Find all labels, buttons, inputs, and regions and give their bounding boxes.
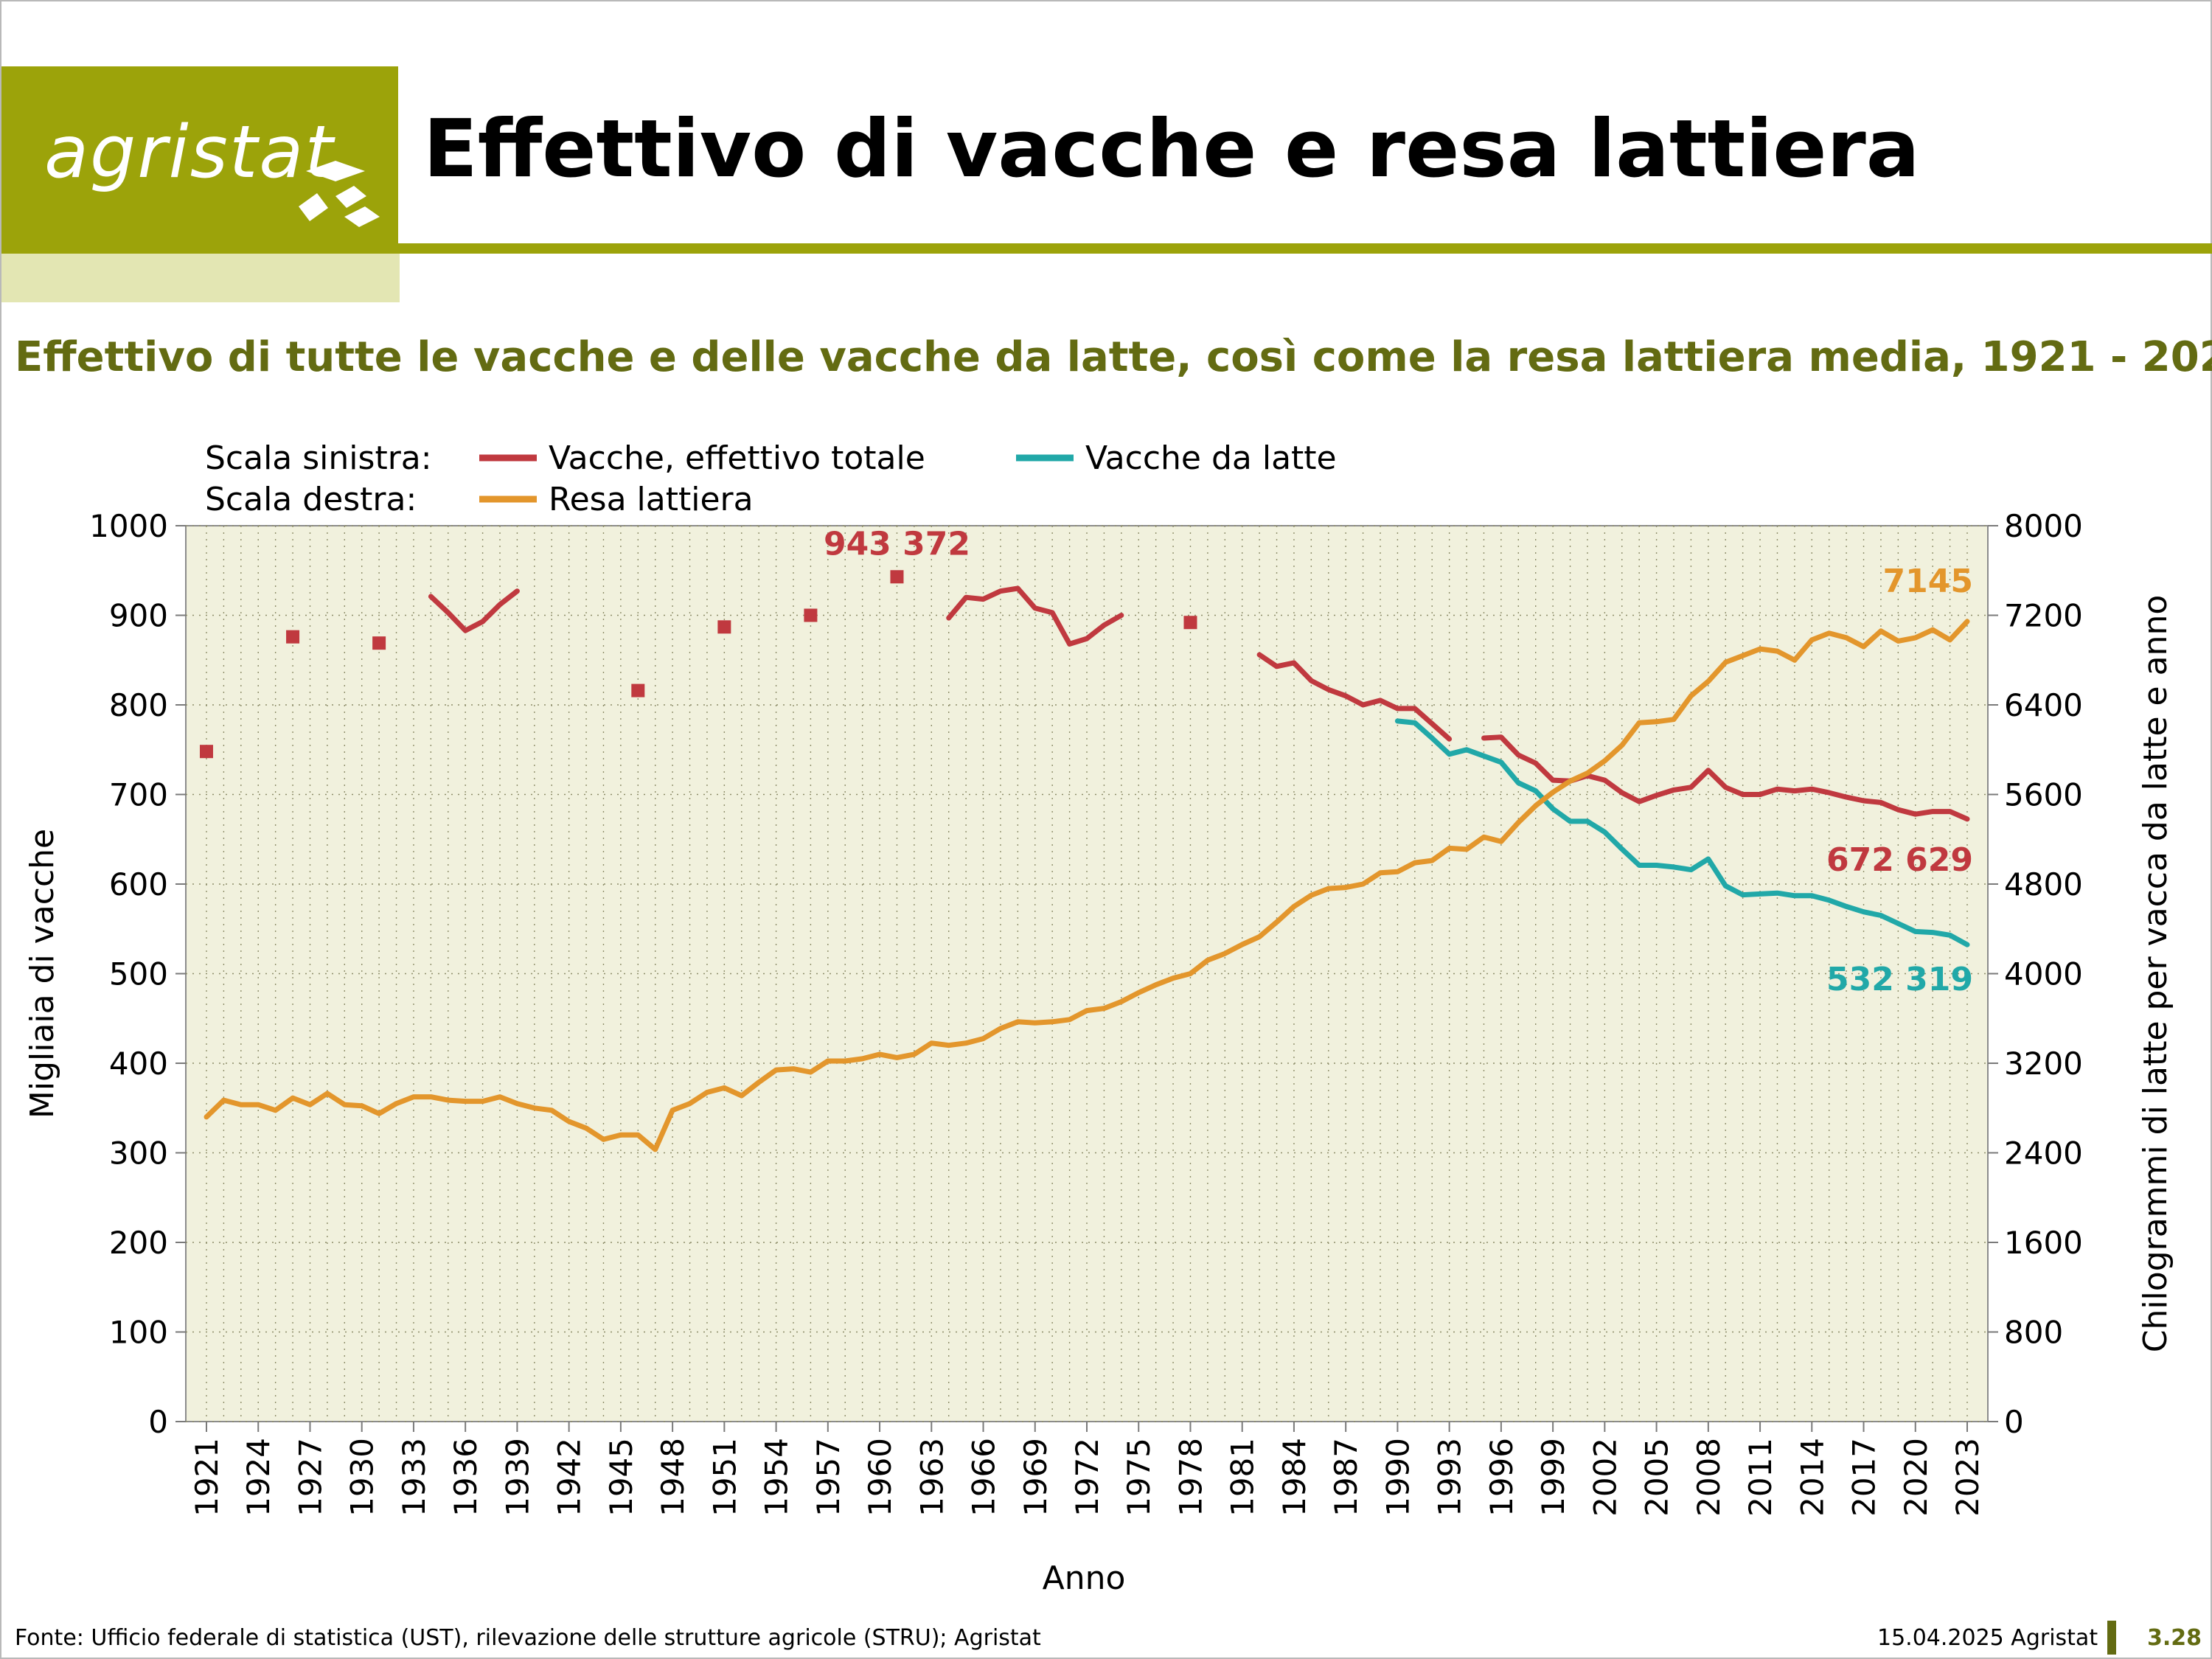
y-right-tick-label: 4000 [2004, 956, 2083, 992]
series-0-marker [804, 608, 818, 622]
series-2-line [204, 619, 1970, 1152]
y-left-tick-label: 700 [109, 777, 168, 813]
x-tick-label: 1948 [655, 1438, 691, 1517]
x-tick-label: 2005 [1639, 1438, 1675, 1517]
annotation-label: 7145 [1883, 563, 1973, 600]
series-0-marker [200, 745, 213, 759]
x-tick-label: 2008 [1691, 1438, 1727, 1517]
x-tick-label: 1957 [810, 1438, 846, 1517]
series-0-marker [1183, 616, 1197, 630]
series-0-line [946, 585, 1124, 647]
x-tick-label: 1984 [1276, 1438, 1312, 1517]
y-right-tick-label: 7200 [2004, 598, 2083, 634]
title-rule [398, 243, 2212, 254]
x-tick-label: 1978 [1172, 1438, 1208, 1517]
y-left-tick-label: 500 [109, 956, 168, 992]
y-left-tick-label: 1000 [89, 508, 168, 544]
page-number: 3.28 [2147, 1625, 2202, 1651]
x-tick-label: 1963 [914, 1438, 950, 1517]
x-tick-label: 2002 [1587, 1438, 1623, 1517]
y-left-tick-label: 300 [109, 1135, 168, 1172]
legend-label-0: Vacche, effettivo totale [549, 439, 925, 477]
annotation-label: 943 372 [824, 525, 970, 563]
x-tick-label: 2023 [1950, 1438, 1986, 1517]
y-left-tick-label: 200 [109, 1225, 168, 1261]
x-tick-label: 1939 [499, 1438, 535, 1517]
x-axis-title: Anno [1043, 1559, 1126, 1597]
y-left-tick-label: 0 [148, 1404, 168, 1440]
logo-block [1, 66, 398, 254]
plot-area [185, 525, 1989, 1422]
x-tick-label: 1990 [1380, 1438, 1416, 1517]
x-tick-label: 1993 [1432, 1438, 1468, 1517]
x-tick-label: 1996 [1484, 1438, 1520, 1517]
series-1-line [1394, 718, 1970, 947]
series-0-marker [717, 620, 731, 634]
legend-label-2: Resa lattiera [549, 481, 754, 518]
legend-label-1: Vacche da latte [1085, 439, 1337, 477]
x-tick-label: 2020 [1898, 1438, 1934, 1517]
series-0-marker [286, 630, 300, 644]
y-right-axis-title: Chilogrammi di latte per vacca da latte … [2137, 595, 2174, 1353]
source-note: Fonte: Ufficio federale di statistica (U… [15, 1625, 1041, 1651]
series-0-marker [372, 636, 386, 650]
x-tick-label: 2011 [1742, 1438, 1778, 1517]
x-tick-label: 1942 [552, 1438, 588, 1517]
y-right-tick-label: 2400 [2004, 1135, 2083, 1172]
y-right-tick-label: 0 [2004, 1404, 2024, 1440]
agristat-logo-icon [299, 161, 380, 227]
chart: 0 100 200 300 400 500 600 700 800 900 1000 0 800 1600… [24, 439, 2174, 1597]
x-tick-label: 1954 [759, 1438, 795, 1517]
x-tick-label: 1969 [1018, 1438, 1054, 1517]
legend-right-scale-label: Scala destra: [205, 481, 417, 518]
y-left-axis-title: Migliaia di vacche [24, 829, 61, 1119]
series-0-marker [631, 684, 645, 698]
series-0-line [428, 588, 520, 633]
y-right-tick-label: 8000 [2004, 508, 2083, 544]
x-tick-label: 2014 [1794, 1438, 1830, 1517]
y-right-tick-label: 6400 [2004, 687, 2083, 723]
x-tick-label: 1921 [189, 1438, 225, 1517]
x-tick-label: 1936 [448, 1438, 484, 1517]
y-right-tick-label: 5600 [2004, 777, 2083, 813]
y-left-tick-label: 400 [109, 1046, 168, 1082]
x-tick-label: 1960 [862, 1438, 898, 1517]
x-tick-label: 1924 [240, 1438, 276, 1517]
x-tick-label: 1987 [1328, 1438, 1364, 1517]
series-0-line [1481, 734, 1970, 822]
footer-divider [2107, 1621, 2116, 1655]
footer-date: 15.04.2025 Agristat [1877, 1625, 2098, 1651]
x-tick-label: 1999 [1535, 1438, 1571, 1517]
x-tick-label: 1927 [292, 1438, 328, 1517]
x-tick-label: 2017 [1846, 1438, 1882, 1517]
chart-title: Effettivo di tutte le vacche e delle vac… [15, 333, 2212, 381]
y-left-tick-label: 800 [109, 687, 168, 723]
x-tick-label: 1951 [706, 1438, 742, 1517]
x-tick-label: 1930 [344, 1438, 380, 1517]
y-left-tick-label: 600 [109, 866, 168, 902]
series-0-line [1256, 652, 1453, 742]
x-tick-label: 1975 [1121, 1438, 1157, 1517]
y-left-tick-label: 100 [109, 1315, 168, 1351]
annotation-label: 672 629 [1826, 841, 1973, 879]
y-left-tick-label: 900 [109, 598, 168, 634]
annotation-label: 532 319 [1826, 961, 1973, 998]
y-right-tick-label: 1600 [2004, 1225, 2083, 1261]
y-right-tick-label: 3200 [2004, 1046, 2083, 1082]
series-0-marker [890, 570, 904, 584]
y-right-tick-label: 4800 [2004, 866, 2083, 902]
logo-underlay [1, 254, 400, 302]
page-title: Effettivo di vacche e resa lattiera [423, 103, 1920, 195]
x-tick-label: 1933 [396, 1438, 432, 1517]
y-right-tick-label: 800 [2004, 1315, 2063, 1351]
x-tick-label: 1972 [1069, 1438, 1105, 1517]
legend-left-scale-label: Scala sinistra: [205, 439, 432, 477]
x-tick-label: 1981 [1225, 1438, 1261, 1517]
x-tick-label: 1945 [603, 1438, 639, 1517]
x-tick-label: 1966 [966, 1438, 1002, 1517]
agristat-logo-text: agristat [44, 111, 335, 195]
